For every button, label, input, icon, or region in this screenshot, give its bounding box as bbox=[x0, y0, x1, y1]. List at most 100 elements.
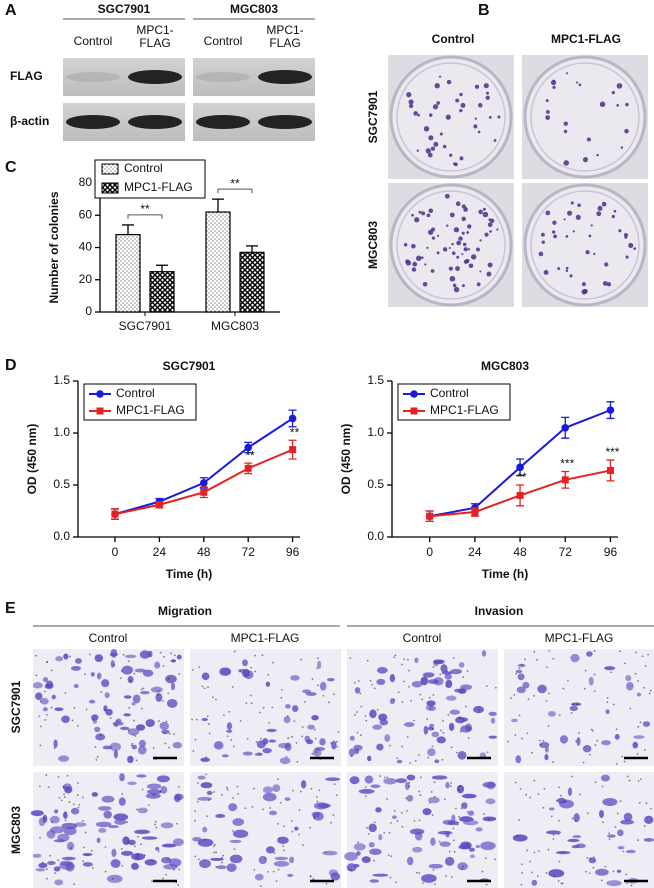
pore bbox=[290, 820, 293, 822]
pore bbox=[431, 814, 434, 816]
cell bbox=[111, 848, 117, 858]
column-header: Control bbox=[432, 32, 475, 46]
cell bbox=[289, 856, 295, 864]
pore bbox=[38, 715, 41, 718]
cell bbox=[144, 859, 157, 866]
colony bbox=[483, 83, 489, 89]
cell bbox=[482, 781, 496, 788]
blot-band bbox=[196, 72, 250, 82]
pore bbox=[136, 853, 139, 856]
cell bbox=[636, 692, 642, 697]
colony bbox=[575, 214, 581, 220]
pore bbox=[92, 719, 94, 721]
pore bbox=[113, 664, 116, 667]
cell bbox=[428, 705, 437, 711]
pore bbox=[76, 782, 79, 784]
pore bbox=[558, 819, 560, 822]
cell bbox=[414, 657, 419, 664]
pore bbox=[298, 833, 300, 836]
cell bbox=[313, 802, 329, 810]
colony bbox=[633, 247, 637, 250]
pore bbox=[461, 867, 464, 870]
pore bbox=[383, 831, 386, 834]
cell bbox=[30, 810, 44, 817]
pore bbox=[585, 870, 587, 873]
pore bbox=[594, 781, 597, 784]
colony bbox=[611, 90, 615, 95]
cell bbox=[170, 682, 176, 691]
pore bbox=[590, 728, 593, 731]
colony bbox=[601, 201, 607, 207]
cell bbox=[63, 653, 69, 660]
pore bbox=[564, 800, 567, 803]
colony bbox=[411, 213, 414, 217]
cell bbox=[113, 749, 118, 759]
pore bbox=[311, 678, 314, 680]
pore bbox=[606, 696, 609, 699]
cell bbox=[210, 857, 224, 861]
pore bbox=[301, 735, 304, 738]
pore bbox=[236, 785, 239, 788]
cell bbox=[292, 705, 299, 713]
pore bbox=[287, 737, 290, 740]
pore bbox=[608, 838, 611, 841]
pore bbox=[520, 863, 523, 866]
pore bbox=[228, 710, 231, 713]
colony bbox=[488, 218, 492, 221]
pore bbox=[557, 833, 560, 835]
pore bbox=[262, 808, 264, 811]
colony bbox=[602, 281, 608, 286]
cell bbox=[170, 659, 177, 663]
pore bbox=[432, 728, 434, 730]
colony bbox=[412, 261, 418, 267]
cell bbox=[547, 710, 556, 717]
pore bbox=[634, 672, 637, 675]
pore bbox=[277, 778, 279, 781]
pore bbox=[458, 785, 461, 787]
cell bbox=[74, 658, 82, 664]
pore bbox=[151, 880, 153, 883]
colony bbox=[545, 115, 551, 120]
pore bbox=[162, 655, 165, 658]
pore bbox=[291, 830, 294, 833]
pore bbox=[64, 819, 67, 822]
pore bbox=[612, 703, 615, 706]
pore bbox=[484, 857, 487, 860]
cell bbox=[94, 726, 101, 733]
pore bbox=[143, 854, 146, 857]
colony bbox=[478, 209, 483, 215]
marker bbox=[561, 424, 570, 432]
cell bbox=[355, 851, 361, 856]
pore bbox=[226, 788, 229, 791]
cell bbox=[582, 745, 592, 753]
group-header: Migration bbox=[158, 604, 212, 618]
cell bbox=[35, 692, 43, 701]
pore bbox=[318, 789, 321, 792]
panel-label: C bbox=[5, 159, 17, 176]
cell bbox=[403, 722, 415, 727]
y-tick-label: 80 bbox=[79, 175, 93, 189]
cell bbox=[109, 742, 121, 752]
colony bbox=[487, 262, 493, 268]
pore bbox=[471, 818, 474, 821]
cell bbox=[480, 841, 496, 851]
colony bbox=[455, 201, 461, 207]
pore bbox=[516, 834, 519, 837]
pore bbox=[460, 691, 463, 694]
cell bbox=[161, 729, 170, 735]
cell bbox=[389, 673, 396, 683]
pore bbox=[208, 732, 211, 735]
colony bbox=[461, 216, 466, 222]
cell bbox=[138, 739, 146, 748]
colony bbox=[449, 275, 456, 282]
x-tick-label: 0 bbox=[426, 545, 433, 559]
cell bbox=[349, 735, 355, 741]
cell bbox=[168, 858, 182, 867]
significance-label: ** bbox=[230, 176, 240, 190]
pore bbox=[408, 785, 410, 788]
pore bbox=[488, 817, 490, 820]
pore bbox=[140, 843, 142, 846]
significance-label: ** bbox=[290, 425, 300, 439]
cell bbox=[98, 828, 107, 833]
pore bbox=[333, 693, 335, 696]
